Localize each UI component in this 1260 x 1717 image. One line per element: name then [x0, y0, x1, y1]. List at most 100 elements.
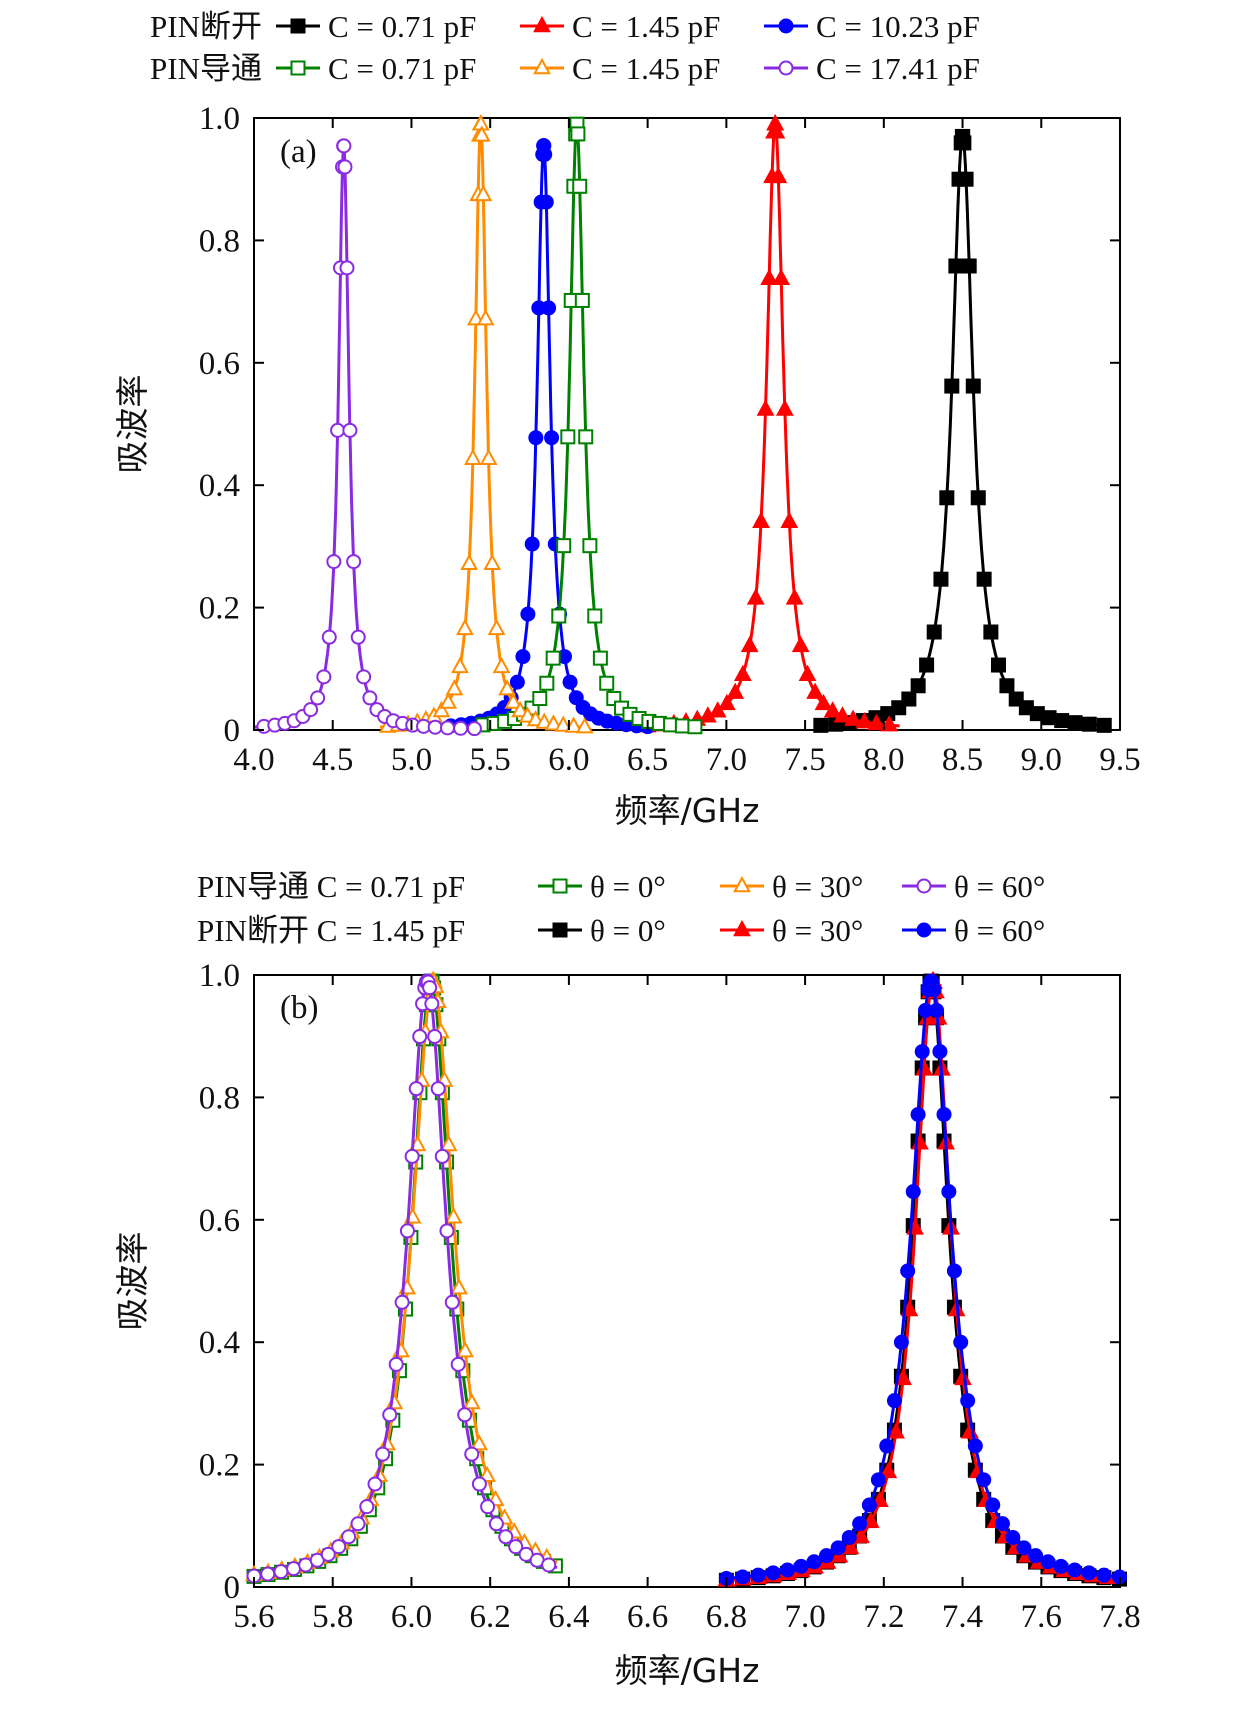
- data-point: [408, 1081, 424, 1097]
- data-point: [926, 624, 942, 640]
- legend-entry: C = 0.71 pF: [328, 9, 476, 44]
- legend-row-label: PIN导通 C = 0.71 pF: [197, 869, 465, 904]
- data-point: [439, 692, 458, 709]
- data-point: [456, 618, 474, 636]
- data-point: [336, 138, 352, 154]
- legend-entry: C = 0.71 pF: [328, 51, 476, 86]
- series-PIN断开 θ = 60°: [718, 973, 1128, 1587]
- legend-entry: θ = 30°: [772, 869, 863, 904]
- data-point: [451, 656, 469, 674]
- y-tick-label: 0.8: [199, 1080, 240, 1116]
- data-point: [337, 159, 353, 175]
- legend-marker: [533, 15, 551, 33]
- legend-row-label: PIN导通: [150, 51, 262, 86]
- data-point: [532, 691, 548, 707]
- x-tick-label: 5.8: [312, 1599, 353, 1635]
- data-point: [867, 713, 886, 731]
- data-point: [331, 1539, 347, 1555]
- data-point: [463, 448, 482, 465]
- legend-marker: [778, 60, 794, 76]
- x-tick-label: 6.2: [470, 1599, 511, 1635]
- data-point: [424, 996, 440, 1012]
- y-axis-label-a: 吸波率: [113, 375, 152, 474]
- data-point: [852, 1526, 870, 1544]
- data-point: [1096, 717, 1112, 733]
- data-point: [894, 1368, 912, 1386]
- series-line: [253, 979, 558, 1578]
- data-point: [556, 538, 572, 554]
- data-point: [999, 678, 1015, 694]
- legend-entry: C = 1.45 pF: [572, 9, 720, 44]
- series-line: [253, 979, 558, 1577]
- data-point: [487, 618, 506, 636]
- y-tick-label: 0: [224, 713, 241, 749]
- data-point: [760, 268, 779, 285]
- series-PIN导通 θ = 60°: [246, 973, 558, 1584]
- x-tick-label: 9.5: [1099, 742, 1140, 778]
- data-point: [965, 378, 981, 394]
- data-point: [733, 664, 752, 682]
- data-point: [554, 715, 573, 732]
- data-point: [535, 712, 554, 729]
- data-point: [905, 1184, 921, 1200]
- data-point: [1005, 1529, 1021, 1545]
- legend-entry: C = 10.23 pF: [816, 9, 980, 44]
- data-point: [976, 1472, 992, 1488]
- data-point: [779, 1562, 795, 1578]
- data-point: [841, 1529, 857, 1545]
- data-point: [1096, 1567, 1112, 1583]
- panel-label-b: (b): [280, 990, 318, 1026]
- series-line: [253, 979, 558, 1578]
- data-point: [273, 1564, 289, 1580]
- data-point: [440, 720, 456, 736]
- legend-marker: [733, 875, 751, 893]
- chart-panel-a: PIN断开 C = 0.71 pF C = 1.45 pF C = 10.23 pF P…: [113, 9, 1141, 830]
- data-point: [339, 260, 355, 276]
- data-point: [520, 606, 536, 622]
- x-tick-label: 6.0: [548, 742, 589, 778]
- x-tick-label: 6.6: [627, 1599, 668, 1635]
- data-point: [687, 719, 703, 735]
- data-point: [948, 258, 964, 274]
- data-point: [444, 1294, 460, 1310]
- legend-entry: C = 1.45 pF: [572, 51, 720, 86]
- data-point: [286, 1561, 302, 1577]
- data-point: [814, 693, 833, 711]
- data-point: [599, 675, 615, 691]
- data-point: [427, 719, 443, 735]
- data-point: [844, 709, 862, 726]
- data-point: [910, 678, 926, 694]
- data-point: [932, 1044, 948, 1060]
- data-point: [560, 429, 576, 445]
- data-point: [1054, 713, 1070, 729]
- legend-entry: θ = 0°: [590, 913, 666, 948]
- series-line: [380, 124, 585, 729]
- data-point: [488, 1516, 504, 1532]
- data-point: [394, 1294, 410, 1310]
- series-PIN导通 C = 0.71 pF: [474, 116, 703, 735]
- legend-row-label: PIN断开 C = 1.45 pF: [197, 913, 465, 948]
- data-point: [910, 1106, 926, 1122]
- data-point: [564, 716, 583, 733]
- data-point: [476, 309, 495, 326]
- data-point: [321, 629, 337, 645]
- x-tick-label: 6.8: [706, 1599, 747, 1635]
- data-point: [362, 690, 378, 706]
- data-point: [775, 399, 794, 416]
- data-point: [492, 656, 511, 674]
- data-point: [474, 184, 493, 202]
- data-point: [944, 378, 960, 394]
- data-point: [740, 635, 759, 653]
- data-point: [798, 664, 817, 682]
- x-tick-label: 4.0: [233, 742, 274, 778]
- data-point: [439, 1134, 458, 1152]
- data-point: [350, 1516, 366, 1532]
- data-point: [929, 1002, 945, 1018]
- x-axis-label-a: 频率/GHz: [615, 791, 760, 830]
- data-point: [870, 1472, 886, 1488]
- data-point: [994, 1516, 1010, 1532]
- plot-frame-b: [253, 974, 1121, 1588]
- data-point: [457, 1407, 473, 1423]
- data-point: [528, 430, 544, 446]
- data-point: [432, 700, 451, 718]
